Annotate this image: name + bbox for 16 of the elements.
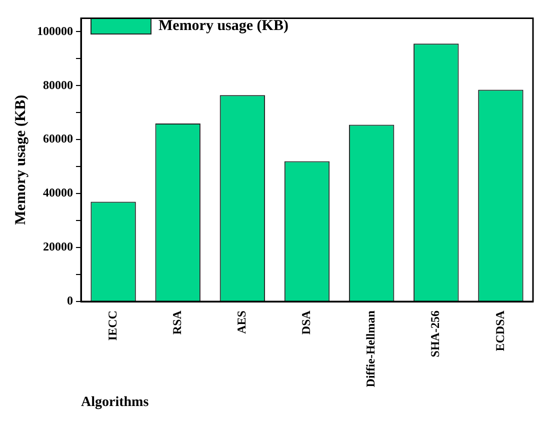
- y-tick-label: 40000: [43, 186, 73, 200]
- x-tick-label: SHA-256: [428, 310, 442, 358]
- x-tick-label: ECDSA: [492, 310, 507, 352]
- x-tick-label: AES: [234, 310, 249, 334]
- y-axis-title: Memory usage (KB): [12, 94, 29, 225]
- x-tick-label: DSA: [299, 310, 314, 335]
- x-axis-title: Algorithms: [81, 395, 150, 410]
- y-tick-label: 0: [67, 294, 73, 308]
- legend-label: Memory usage (KB): [158, 18, 288, 34]
- y-tick-label: 80000: [43, 78, 73, 92]
- x-tick-label: RSA: [170, 310, 184, 335]
- y-tick-label: 20000: [43, 240, 73, 254]
- x-tick-label: IECC: [105, 310, 120, 341]
- y-tick-label: 60000: [43, 132, 73, 146]
- y-tick-label: 100000: [37, 24, 73, 38]
- x-tick-label: Diffie-Hellman: [364, 310, 378, 388]
